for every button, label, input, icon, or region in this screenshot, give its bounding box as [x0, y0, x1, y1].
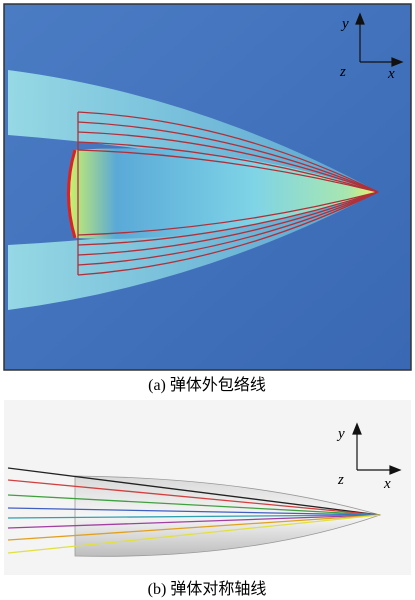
axis-x-label: x	[387, 66, 395, 82]
axis-z-label: z	[337, 472, 344, 488]
caption: (b) 弹体对称轴线	[148, 580, 267, 598]
figure: y z x (a) 弹体外包络线 y z x (b) 弹体对称轴线	[0, 0, 415, 600]
axis-y-label: y	[340, 16, 349, 32]
axis-x-label: x	[383, 476, 391, 492]
axis-y-label: y	[336, 426, 345, 442]
caption: (a) 弹体外包络线	[148, 375, 266, 394]
axis-z-label: z	[339, 64, 346, 80]
